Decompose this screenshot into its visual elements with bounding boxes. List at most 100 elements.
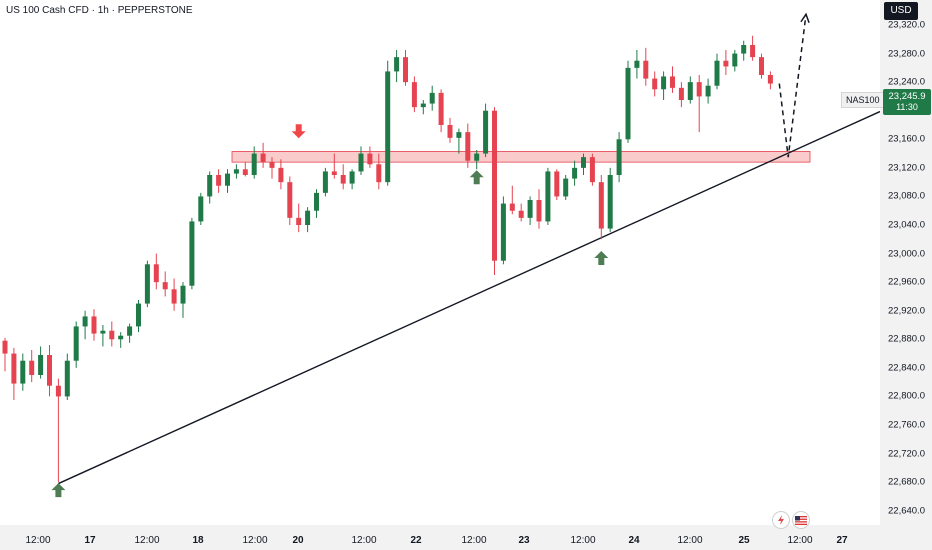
candle — [20, 353, 26, 391]
candle-body — [260, 153, 266, 163]
candle-body — [340, 175, 346, 184]
candle-body — [714, 60, 720, 86]
candle-body — [678, 87, 684, 100]
price-tick-label: 22,800.0 — [888, 390, 925, 402]
candle-body — [429, 92, 435, 104]
candle — [109, 321, 115, 347]
price-tick-label: 22,760.0 — [888, 419, 925, 431]
candle-body — [331, 171, 337, 175]
price-tick-label: 22,920.0 — [888, 305, 925, 317]
support-resistance-zone — [231, 151, 811, 163]
candle — [118, 332, 124, 348]
candle — [136, 300, 141, 333]
projection-path — [778, 14, 807, 158]
candle-body — [696, 82, 702, 97]
price-tick-label: 22,640.0 — [888, 505, 925, 517]
candle — [483, 103, 489, 158]
currency-button[interactable]: USD — [884, 2, 918, 20]
trendline-layer — [58, 110, 880, 485]
time-axis[interactable]: 12:00 17 12:00 18 12:00 20 12:00 22 12:00 23 12:00… — [0, 525, 880, 550]
candle — [759, 53, 764, 79]
candle — [305, 207, 311, 233]
time-tick-label: 12:00 — [242, 535, 268, 546]
candle — [349, 169, 355, 190]
candle — [527, 196, 533, 225]
candle — [38, 346, 44, 379]
price-tick-label: 22,880.0 — [888, 333, 925, 345]
bar-countdown: 11:30 — [896, 102, 918, 112]
candle — [91, 309, 97, 341]
us-flag-icon[interactable] — [792, 511, 810, 529]
candle-body — [536, 200, 542, 222]
candle — [429, 85, 435, 111]
candle-body — [687, 82, 693, 100]
price-tick-label: 23,160.0 — [888, 133, 925, 145]
candle-body — [198, 196, 204, 222]
candle — [269, 157, 275, 179]
candle — [465, 123, 471, 168]
projection-arrowhead — [800, 12, 810, 24]
candle — [385, 60, 391, 186]
candle — [705, 78, 711, 104]
candle — [47, 345, 52, 397]
lightning-icon[interactable] — [772, 511, 790, 529]
last-price-tag: 23,245.9 11:30 — [883, 89, 931, 115]
time-tick-label: 12:00 — [677, 535, 703, 546]
time-tick-label: 18 — [192, 535, 204, 546]
candle-body — [403, 57, 408, 83]
candle-body — [358, 153, 364, 172]
candle — [322, 167, 328, 197]
candle — [242, 162, 248, 177]
candle — [29, 350, 35, 383]
candle-body — [634, 60, 640, 68]
candle-body — [109, 330, 115, 340]
candle — [643, 47, 649, 86]
candle-body — [296, 217, 302, 225]
candle — [278, 159, 284, 190]
candle-body — [29, 360, 35, 375]
candle-body — [732, 53, 738, 67]
candle-body — [545, 171, 551, 222]
candle-body — [269, 162, 275, 168]
price-tick-label: 23,000.0 — [888, 248, 925, 260]
candle — [723, 50, 729, 75]
candle — [509, 185, 515, 215]
candle-body — [20, 360, 26, 384]
candle — [616, 132, 622, 183]
candle — [678, 82, 684, 108]
candle-body — [509, 203, 515, 211]
price-chart[interactable] — [0, 0, 880, 525]
candle-body — [527, 200, 533, 218]
candle — [64, 353, 70, 400]
candle-body — [705, 85, 711, 97]
candle — [438, 89, 444, 133]
candle-body — [465, 132, 471, 161]
candle-body — [483, 110, 489, 154]
candle — [598, 175, 604, 240]
candle-body — [607, 175, 613, 229]
candle — [474, 150, 480, 170]
price-tick-label: 23,320.0 — [888, 19, 925, 31]
candle — [180, 282, 186, 318]
candle — [732, 50, 738, 72]
candle-body — [251, 153, 257, 175]
candle-body — [563, 178, 569, 197]
candle — [767, 71, 773, 90]
price-tick-label: 23,280.0 — [888, 48, 925, 60]
last-price-value: 23,245.9 — [888, 91, 926, 102]
candle-body — [554, 171, 560, 197]
price-axis[interactable]: 23,320.023,280.023,240.023,200.023,160.0… — [880, 0, 932, 550]
candle — [625, 60, 631, 143]
candle — [411, 76, 417, 113]
candle — [536, 189, 542, 229]
candle-body — [64, 360, 70, 397]
price-tick-label: 23,040.0 — [888, 219, 925, 231]
candle — [287, 176, 293, 225]
projection-layer — [778, 12, 810, 158]
candle — [394, 50, 400, 83]
time-tick-label: 24 — [628, 535, 640, 546]
candle-body — [598, 182, 604, 229]
candle-body — [349, 171, 355, 184]
time-tick-label: 23 — [518, 535, 530, 546]
